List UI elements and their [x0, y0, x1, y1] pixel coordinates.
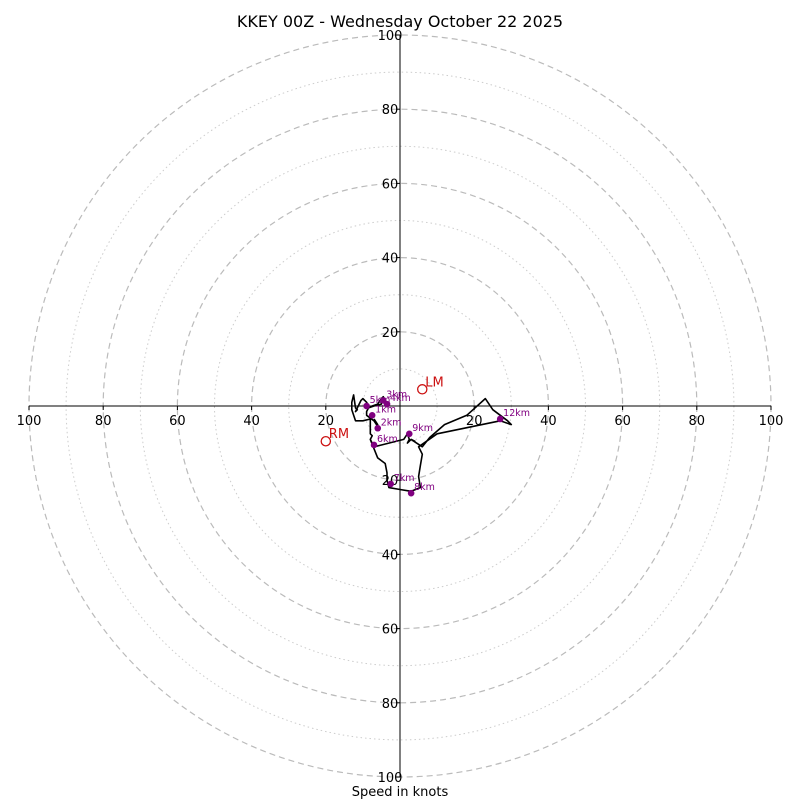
tick-label-left-80: 80 [95, 414, 112, 429]
height-label-3km: 3km [386, 389, 407, 400]
height-marker-4km [383, 400, 391, 408]
tick-label-down-80: 80 [382, 697, 399, 712]
height-marker-1km [368, 411, 376, 419]
height-marker-7km [387, 480, 395, 488]
tick-label-right-60: 60 [614, 414, 631, 429]
tick-label-up-20: 20 [382, 326, 399, 341]
tick-label-up-80: 80 [382, 103, 399, 118]
tick-label-down-100: 100 [378, 771, 403, 786]
height-label-7km: 7km [394, 473, 415, 484]
tick-label-left-20: 20 [318, 414, 335, 429]
height-label-2km: 2km [381, 417, 402, 428]
height-label-9km: 9km [412, 423, 433, 434]
height-marker-6km [370, 441, 378, 449]
tick-label-up-100: 100 [378, 29, 403, 44]
tick-label-left-60: 60 [169, 414, 186, 429]
height-marker-5km [363, 402, 370, 410]
height-label-6km: 6km [377, 434, 398, 445]
chart-axes [28, 34, 772, 778]
tick-label-up-40: 40 [382, 252, 399, 267]
height-label-12km: 12km [503, 408, 530, 419]
height-label-5km: 5km [370, 395, 391, 406]
storm-label-lm: LM [425, 375, 443, 390]
height-label-4km: 4km [390, 393, 411, 404]
height-label-8km: 8km [414, 482, 435, 493]
tick-label-right-40: 40 [540, 414, 557, 429]
tick-label-right-100: 100 [759, 414, 784, 429]
chart-title: KKEY 00Z - Wednesday October 22 2025 [237, 12, 563, 31]
tick-label-left-40: 40 [243, 414, 260, 429]
tick-label-down-40: 40 [382, 548, 399, 563]
storm-label-rm: RM [329, 427, 349, 442]
axis-tick-labels: 1008060402020406080100204060801002040608… [17, 29, 784, 786]
height-marker-12km [496, 415, 504, 423]
height-marker-2km [374, 424, 382, 432]
storm-motion-markers: LM RM [320, 375, 444, 447]
storm-marker-lm [417, 384, 428, 395]
tick-label-left-100: 100 [17, 414, 42, 429]
tick-label-right-80: 80 [689, 414, 706, 429]
x-axis-label: Speed in knots [352, 785, 449, 800]
storm-marker-rm [320, 435, 332, 447]
height-label-1km: 1km [375, 404, 396, 415]
height-marker-8km [407, 489, 415, 497]
height-marker-9km [405, 430, 413, 438]
tick-label-down-60: 60 [382, 623, 399, 638]
tick-label-up-60: 60 [382, 177, 399, 192]
